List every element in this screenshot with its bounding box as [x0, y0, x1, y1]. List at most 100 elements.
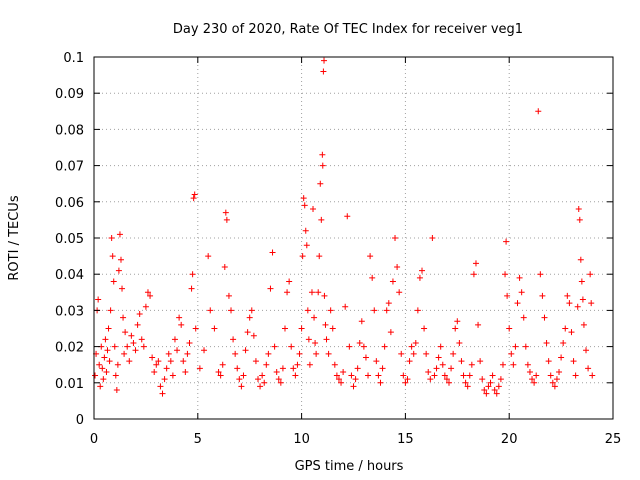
data-point	[335, 376, 342, 383]
data-point	[100, 376, 107, 383]
data-point	[244, 329, 251, 336]
data-point	[524, 361, 531, 368]
data-point	[456, 339, 463, 346]
chart-title: Day 230 of 2020, Rate Of TEC Index for r…	[173, 22, 523, 37]
data-point	[184, 350, 191, 357]
data-point	[319, 151, 326, 158]
data-point	[111, 343, 118, 350]
x-tick-label: 15	[397, 432, 414, 447]
data-point	[431, 372, 438, 379]
data-point	[520, 314, 527, 321]
data-point	[246, 314, 253, 321]
data-point	[514, 300, 521, 307]
data-point	[257, 383, 264, 390]
data-point	[105, 325, 112, 332]
data-point	[192, 325, 199, 332]
data-point	[178, 321, 185, 328]
data-point	[412, 339, 419, 346]
y-tick-label: 0.06	[55, 196, 84, 211]
y-axis-label: ROTI / TECUs	[7, 195, 22, 280]
data-point	[389, 278, 396, 285]
data-point	[375, 372, 382, 379]
data-point	[321, 292, 328, 299]
data-point	[445, 379, 452, 386]
data-point	[174, 347, 181, 354]
data-point	[147, 292, 154, 299]
data-point	[315, 289, 322, 296]
data-point	[248, 307, 255, 314]
data-point	[138, 336, 145, 343]
data-point	[97, 383, 104, 390]
data-point	[450, 350, 457, 357]
data-point	[284, 289, 291, 296]
data-point	[549, 379, 556, 386]
data-point	[383, 307, 390, 314]
data-point	[577, 256, 584, 263]
data-point	[294, 361, 301, 368]
data-point	[516, 274, 523, 281]
data-point	[275, 376, 282, 383]
data-point	[539, 292, 546, 299]
data-point	[119, 285, 126, 292]
data-point	[493, 390, 500, 397]
data-point	[477, 358, 484, 365]
data-point	[320, 68, 327, 75]
y-tick-label: 0.04	[55, 268, 84, 283]
data-point	[585, 365, 592, 372]
data-point	[543, 339, 550, 346]
data-point	[354, 365, 361, 372]
data-point	[362, 354, 369, 361]
data-point	[163, 365, 170, 372]
data-point	[205, 253, 212, 260]
x-tick-label: 20	[501, 432, 518, 447]
data-point	[313, 350, 320, 357]
data-point	[306, 361, 313, 368]
data-point	[408, 343, 415, 350]
data-point	[396, 289, 403, 296]
plot-frame	[93, 56, 614, 420]
data-point	[574, 303, 581, 310]
data-point	[225, 292, 232, 299]
data-point	[223, 216, 230, 223]
data-point	[238, 383, 245, 390]
data-point	[151, 368, 158, 375]
data-point	[398, 350, 405, 357]
data-point	[96, 361, 103, 368]
data-point	[116, 231, 123, 238]
data-point	[360, 343, 367, 350]
data-point	[144, 289, 151, 296]
data-point	[265, 350, 272, 357]
data-point	[255, 376, 262, 383]
data-point	[221, 263, 228, 270]
y-tick-label: 0.01	[55, 377, 84, 392]
data-point	[410, 350, 417, 357]
y-tick-label: 0.03	[55, 304, 84, 319]
data-point	[180, 358, 187, 365]
data-point	[518, 289, 525, 296]
data-point	[392, 235, 399, 241]
data-point	[167, 358, 174, 365]
data-point	[124, 343, 131, 350]
data-point	[448, 365, 455, 372]
data-point	[121, 350, 128, 357]
data-point	[373, 358, 380, 365]
data-point	[217, 372, 224, 379]
data-point	[338, 379, 345, 386]
data-point	[132, 347, 139, 354]
data-point	[435, 354, 442, 361]
data-point	[252, 358, 259, 365]
data-point	[572, 372, 579, 379]
data-point	[219, 361, 226, 368]
data-point	[481, 387, 488, 394]
y-tick-label: 0.07	[55, 160, 84, 175]
data-point	[149, 354, 156, 361]
data-point	[502, 271, 509, 278]
data-point	[537, 271, 544, 278]
data-point	[190, 195, 197, 202]
y-tick-label: 0.05	[55, 232, 84, 247]
data-point	[259, 372, 266, 379]
data-point	[103, 368, 110, 375]
data-point	[404, 376, 411, 383]
data-point	[429, 235, 436, 241]
